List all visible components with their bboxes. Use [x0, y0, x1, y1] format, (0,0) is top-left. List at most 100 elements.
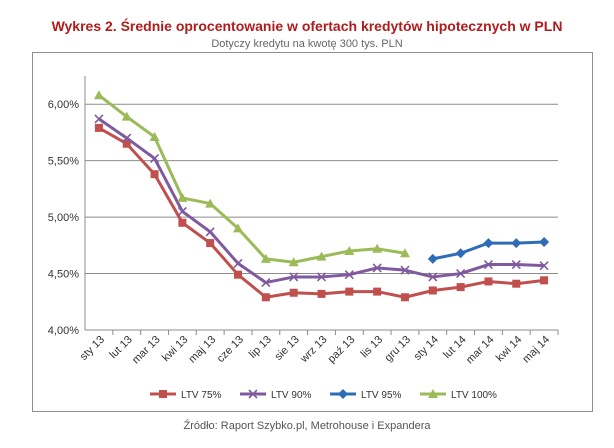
data-point-series-1 — [233, 258, 243, 268]
y-tick-label: 4,00% — [48, 325, 79, 337]
x-tick-label: paź 13 — [326, 334, 358, 366]
data-point-series-3 — [316, 251, 327, 261]
chart-source: Źródło: Raport Szybko.pl, Metrohouse i E… — [183, 420, 431, 432]
data-point-series-3 — [288, 257, 299, 267]
data-point-series-1 — [177, 206, 187, 217]
data-point-series-0 — [345, 287, 354, 296]
data-point-series-0 — [94, 123, 103, 132]
chart-frame — [32, 52, 593, 412]
x-tick-label: mar 14 — [464, 334, 497, 367]
data-point-series-3 — [399, 248, 410, 258]
legend-label-1: LTV 90% — [271, 390, 311, 401]
data-point-series-0 — [122, 139, 131, 148]
data-point-series-1-stroke — [122, 133, 132, 143]
data-point-series-1-stroke — [177, 206, 187, 217]
data-point-series-0 — [150, 170, 159, 179]
data-point-series-1 — [94, 114, 104, 124]
data-point-series-1-stroke — [372, 263, 382, 273]
x-tick-label: cze 13 — [215, 334, 246, 365]
data-point-series-0 — [484, 277, 493, 286]
data-point-series-1-stroke — [539, 261, 549, 271]
data-point-series-1 — [316, 272, 327, 282]
data-point-series-1-stroke — [149, 153, 160, 163]
x-tick-label: lip 13 — [247, 334, 274, 361]
data-point-series-2 — [483, 238, 494, 249]
data-point-series-0 — [400, 293, 409, 302]
data-point-series-1 — [205, 227, 215, 237]
data-point-series-1-stroke — [511, 259, 521, 270]
data-point-series-0 — [206, 239, 215, 248]
chart-title: Wykres 2. Średnie oprocentowanie w ofert… — [51, 18, 563, 34]
data-point-series-2 — [539, 236, 550, 247]
data-point-series-1 — [372, 263, 382, 273]
data-point-series-1 — [428, 272, 438, 282]
data-point-series-0 — [512, 279, 521, 288]
x-tick-label: gru 13 — [383, 334, 414, 365]
data-point-series-1-stroke — [316, 272, 327, 282]
x-tick-label: kwi 14 — [494, 334, 525, 365]
data-point-series-3 — [149, 131, 160, 141]
data-point-series-1-stroke — [483, 259, 494, 270]
data-point-series-3 — [121, 111, 132, 121]
data-point-series-1-stroke — [233, 258, 243, 268]
legend-marker-2 — [338, 389, 348, 399]
legend-label-0: LTV 75% — [181, 390, 221, 401]
data-point-series-1-stroke — [261, 278, 271, 288]
data-point-series-0 — [234, 270, 243, 279]
legend-marker-0 — [159, 390, 167, 398]
data-point-series-1 — [261, 278, 271, 288]
legend-marker-3 — [428, 389, 438, 398]
x-tick-label: kwi 13 — [160, 334, 191, 365]
data-point-series-0 — [261, 293, 270, 302]
data-point-series-2 — [427, 253, 438, 264]
legend-label-2: LTV 95% — [361, 390, 401, 401]
data-point-series-3 — [93, 90, 104, 100]
legend-label-3: LTV 100% — [451, 390, 497, 401]
data-point-series-1-stroke — [205, 227, 215, 237]
data-point-series-1 — [456, 268, 466, 279]
chart-subtitle: Dotyczy kredytu na kwotę 300 tys. PLN — [211, 38, 403, 50]
y-tick-label: 4,50% — [48, 269, 79, 281]
data-point-series-1 — [400, 265, 410, 275]
series-line-3 — [97, 94, 406, 264]
data-point-series-1 — [539, 261, 549, 271]
data-point-series-3 — [177, 192, 188, 202]
data-point-series-1-stroke — [289, 272, 299, 282]
data-point-series-1-stroke — [456, 268, 466, 279]
data-point-series-1 — [149, 153, 160, 163]
legend-marker-1 — [248, 389, 258, 399]
x-tick-label: mar 13 — [130, 334, 163, 367]
data-point-series-2 — [511, 238, 522, 249]
x-tick-label: wrz 13 — [298, 334, 330, 366]
data-point-series-1 — [289, 272, 299, 282]
data-point-series-1-stroke — [94, 114, 104, 124]
y-tick-label: 5,00% — [48, 212, 79, 224]
data-point-series-1 — [511, 259, 521, 270]
data-point-series-1 — [344, 270, 354, 280]
x-tick-label: maj 13 — [186, 334, 218, 366]
data-point-series-3 — [344, 245, 355, 255]
data-point-series-0 — [289, 288, 298, 297]
x-tick-label: lis 13 — [359, 334, 386, 361]
data-point-series-0 — [456, 283, 465, 292]
x-tick-label: sie 13 — [273, 334, 302, 363]
x-tick-label: sty 13 — [78, 334, 107, 363]
data-point-series-0 — [317, 289, 326, 298]
data-point-series-1 — [483, 259, 494, 270]
data-point-series-3 — [260, 253, 271, 263]
data-point-series-1-stroke — [400, 265, 410, 275]
legend-marker-1-stroke — [248, 389, 258, 399]
x-tick-label: sty 14 — [412, 334, 441, 363]
data-point-series-3 — [233, 223, 244, 233]
data-point-series-2 — [455, 248, 466, 259]
data-point-series-0 — [540, 276, 549, 285]
data-point-series-1-stroke — [344, 270, 354, 280]
series-line-0 — [98, 126, 545, 299]
data-point-series-0 — [373, 287, 382, 296]
data-point-series-0 — [428, 286, 437, 295]
x-tick-label: maj 14 — [520, 334, 552, 366]
y-tick-label: 5,50% — [48, 156, 79, 168]
data-point-series-0 — [178, 218, 187, 227]
data-point-series-1 — [122, 133, 132, 143]
